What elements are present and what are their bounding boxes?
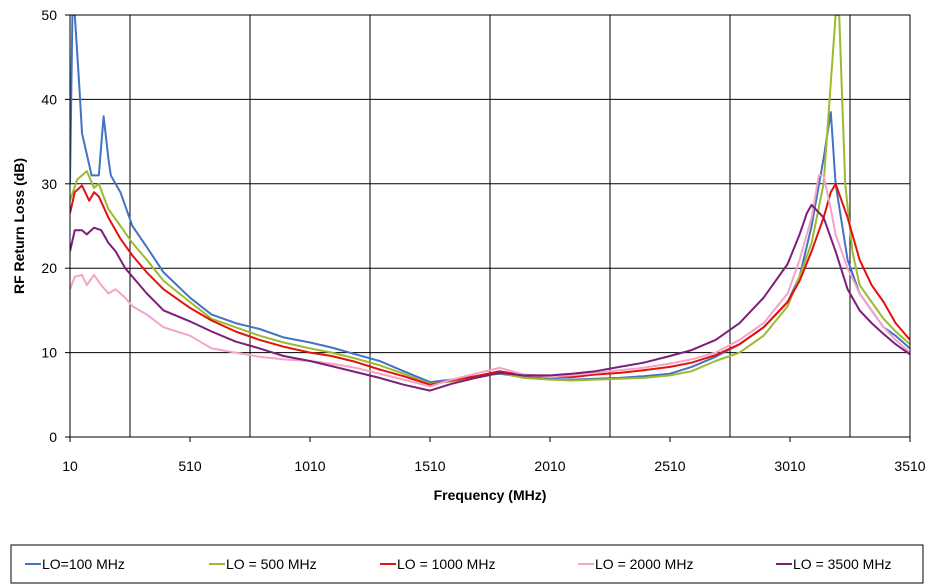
gridlines [70, 15, 910, 437]
x-tick-label: 10 [62, 458, 78, 474]
x-tick-label: 3010 [774, 458, 805, 474]
x-tick-label: 1510 [414, 458, 445, 474]
series-lines [70, 15, 910, 392]
series-line-5 [70, 203, 910, 392]
y-axis-title: RF Return Loss (dB) [11, 158, 27, 294]
legend-label: LO = 2000 MHz [595, 556, 693, 572]
x-tick-label: 3510 [894, 458, 925, 474]
x-tick-label: 1010 [294, 458, 325, 474]
legend-label: LO = 1000 MHz [397, 556, 495, 572]
legend-label: LO = 3500 MHz [793, 556, 891, 572]
x-tick-label: 2510 [654, 458, 685, 474]
series-line-2 [70, 15, 910, 385]
y-tick-label: 10 [41, 345, 57, 361]
legend-items: LO=100 MHz LO = 500 MHz LO = 1000 MHz LO = … [25, 556, 891, 572]
x-tick-label: 2010 [534, 458, 565, 474]
legend-label: LO=100 MHz [42, 556, 125, 572]
y-tick-label: 20 [41, 260, 57, 276]
y-axis-tick-labels: 0 10 20 30 40 50 [41, 7, 70, 445]
y-tick-label: 0 [49, 429, 57, 445]
x-tick-label: 510 [178, 458, 202, 474]
y-tick-label: 40 [41, 91, 57, 107]
legend-box [10, 544, 924, 584]
series-line-4 [70, 174, 910, 388]
legend-label: LO = 500 MHz [226, 556, 317, 572]
series-line-3 [70, 182, 910, 386]
x-axis-tick-labels: 10 510 1010 1510 2010 2510 3010 3510 [62, 437, 926, 474]
y-tick-label: 50 [41, 7, 57, 23]
legend: LO=100 MHz LO = 500 MHz LO = 1000 MHz LO = … [10, 544, 924, 584]
x-axis-title: Frequency (MHz) [434, 487, 547, 503]
y-tick-label: 30 [41, 176, 57, 192]
plot-area-border [69, 14, 911, 438]
